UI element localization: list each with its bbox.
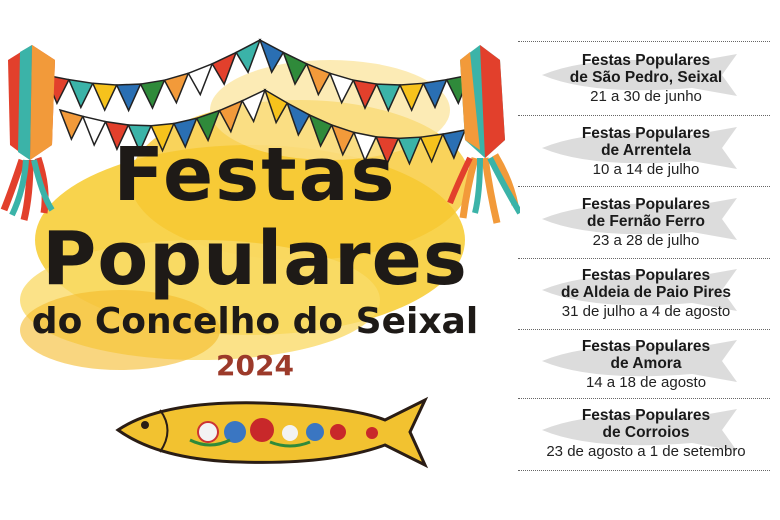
bunting-flag: [258, 38, 285, 74]
bunting-flag: [139, 79, 166, 110]
event-name-line1: Festas Populares: [581, 267, 711, 284]
divider: [518, 186, 770, 187]
bunting-flag: [172, 117, 198, 149]
event-item: Festas Populares de São Pedro, Seixal 21 a…: [512, 52, 780, 107]
bunting-flag: [187, 62, 214, 97]
bunting-flag: [115, 83, 142, 113]
event-dates: 23 de agosto a 1 de setembro: [546, 443, 746, 460]
fish-silhouette-icon: [542, 54, 737, 96]
bunting-flag: [308, 113, 333, 148]
bunting-flag: [285, 101, 311, 137]
lantern-left-icon: [0, 45, 55, 221]
bunting-flag: [104, 120, 130, 152]
bunting-flag: [397, 136, 422, 166]
divider: [518, 329, 770, 330]
divider: [518, 115, 770, 116]
event-name-line1: Festas Populares: [581, 125, 711, 142]
event-list: Festas Populares de São Pedro, Seixal 21 a…: [512, 0, 780, 520]
poster-title-line2: Populares: [42, 216, 468, 302]
event-item: Festas Populares de Amora 14 a 18 de agost…: [512, 338, 780, 393]
fish-silhouette-icon: [542, 127, 737, 169]
event-name-line2: de Fernão Ferro: [587, 213, 705, 230]
fish-silhouette-icon: [542, 198, 737, 240]
bunting-flag: [328, 72, 355, 105]
bunting-flag: [352, 79, 378, 110]
event-name-line1: Festas Populares: [581, 407, 711, 424]
divider: [518, 258, 770, 259]
bunting-icon: [43, 38, 472, 166]
event-item: Festas Populares de Fernão Ferro 23 a 28 d…: [512, 196, 780, 251]
event-item: Festas Populares de Aldeia de Paio Pires 3…: [512, 267, 780, 322]
divider: [518, 41, 770, 42]
bunting-flag: [91, 82, 118, 112]
bunting-flag: [211, 50, 238, 86]
bunting-flag: [81, 115, 107, 147]
event-dates: 21 a 30 de junho: [590, 88, 702, 105]
bunting-flag: [149, 122, 176, 153]
event-dates: 23 a 28 de julho: [592, 232, 700, 249]
bunting-flag: [163, 72, 190, 105]
bunting-flag: [127, 124, 153, 154]
bunting-flag: [305, 62, 332, 97]
bunting-flag: [235, 38, 262, 74]
bunting-flag: [419, 133, 444, 164]
event-name-line2: de São Pedro, Seixal: [569, 69, 723, 86]
bunting-flag: [67, 78, 94, 110]
event-dates: 10 a 14 de julho: [592, 161, 700, 178]
event-item: Festas Populares de Arrentela 10 a 14 de j…: [512, 125, 780, 180]
bunting-flag: [441, 129, 467, 160]
poster-artwork: [0, 38, 520, 469]
event-dates: 31 de julho a 4 de agosto: [561, 303, 731, 320]
bunting-flag: [375, 83, 402, 113]
fish-silhouette-icon: [542, 340, 737, 382]
divider: [518, 398, 770, 399]
divider: [518, 470, 770, 471]
bunting-flag: [58, 108, 84, 142]
bunting-flag: [422, 78, 448, 110]
bunting-flag: [281, 50, 308, 86]
sardine-icon: [115, 396, 429, 469]
bunting-flag: [398, 82, 425, 112]
event-name-line1: Festas Populares: [581, 52, 711, 69]
poster-subtitle: do Concelho do Seixal: [31, 301, 479, 342]
fish-silhouette-icon: [542, 409, 737, 451]
bunting-flag: [330, 123, 355, 157]
bunting-flag: [195, 109, 221, 143]
bunting-flag: [241, 88, 267, 124]
event-dates: 14 a 18 de agosto: [585, 374, 707, 391]
event-item: Festas Populares de Corroios 23 de agosto …: [512, 407, 780, 462]
bunting-flag: [263, 88, 289, 125]
event-name-line2: de Corroios: [602, 424, 690, 441]
poster-title-line1: Festas: [113, 132, 397, 218]
bunting-flag: [218, 99, 244, 134]
event-name-line2: de Aldeia de Paio Pires: [561, 284, 731, 301]
event-name-line1: Festas Populares: [581, 338, 711, 355]
fish-silhouette-icon: [542, 269, 737, 311]
poster-year: 2024: [216, 349, 294, 382]
lantern-right-icon: [447, 45, 520, 224]
event-name-line2: de Amora: [610, 355, 682, 372]
event-name-line1: Festas Populares: [581, 196, 711, 213]
event-name-line2: de Arrentela: [601, 142, 691, 159]
bunting-flag: [352, 131, 378, 163]
bunting-flag: [374, 136, 400, 166]
